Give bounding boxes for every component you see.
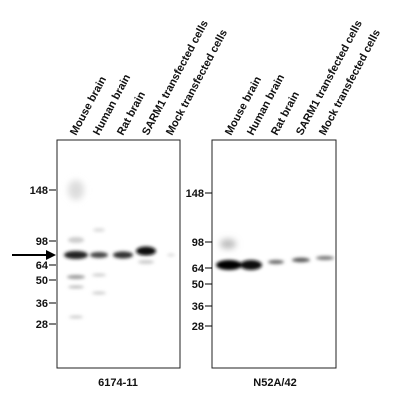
marker-label: 64 (192, 263, 205, 275)
marker-label: 148 (186, 188, 204, 200)
marker-label: 98 (36, 236, 48, 248)
blot-frame (211, 139, 337, 369)
panel-caption: 6174-11 (98, 377, 138, 389)
panel-caption: N52A/42 (253, 377, 296, 389)
marker-label: 28 (192, 321, 204, 333)
marker-label: 36 (192, 301, 204, 313)
bands (216, 239, 334, 270)
marker-label: 64 (36, 260, 49, 272)
marker-label: 28 (36, 319, 48, 331)
marker-label: 148 (30, 185, 48, 197)
arrow-head (46, 250, 56, 260)
marker-label: 50 (36, 275, 48, 287)
marker-label: 98 (192, 237, 204, 249)
marker-label: 36 (36, 298, 48, 310)
bands (64, 180, 175, 319)
marker-label: 50 (192, 279, 204, 291)
